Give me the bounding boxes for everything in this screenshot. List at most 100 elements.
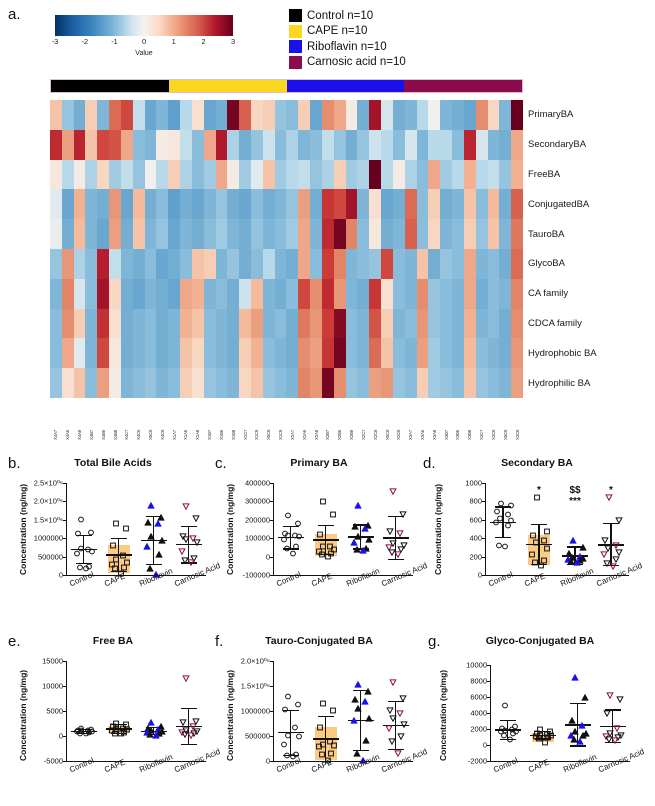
heatmap-cell [428,278,441,309]
data-point [399,689,407,707]
heatmap-cell [321,338,334,369]
legend-item-1: CAPE n=10 [289,24,406,40]
heatmap-cell [215,248,228,279]
data-point [190,549,198,567]
heatmap-cell [404,219,417,249]
data-point [364,682,372,700]
data-point [146,559,154,577]
heatmap-cell [440,368,453,398]
heatmap-cell [416,189,429,220]
y-tick-mark [487,729,490,730]
heatmap-cell [333,189,346,220]
heatmap-cell [345,368,358,398]
plot-d: d. Secondary BA Concentration (ng/mg) 0 200 4… [423,455,651,605]
data-point [324,751,331,769]
heatmap-cell [463,129,476,160]
heatmap-cell [97,338,110,369]
heatmap-cell [499,368,512,398]
plot-title: Tauro-Conjugated BA [265,635,373,647]
heatmap-cell [132,129,145,160]
heatmap-cell [428,248,441,279]
heatmap-cell [381,278,393,309]
data-point [385,719,393,737]
heatmap-cell [345,308,358,339]
heatmap-cell [85,368,98,398]
heatmap-cell [168,338,181,369]
y-axis-label: Concentration (ng/mg) [225,483,235,575]
y-axis-line [66,661,68,761]
data-point [143,513,152,531]
panel-letter-g: g. [428,633,441,650]
heatmap-cell [168,159,181,190]
heatmap-cell [50,129,62,160]
data-point [117,724,124,742]
error-bar-cap [495,506,511,508]
colorbar-tick: 3 [231,37,235,46]
heatmap-cell [73,219,86,249]
heatmap-column-label: X3C8 [514,429,520,440]
heatmap-column-label: X5C8 [384,429,390,440]
legend-item-2: Riboflavin n=10 [289,39,406,55]
heatmap-cell [357,129,370,160]
error-bar-cap [604,709,621,711]
data-point [388,534,397,552]
heatmap-cell [191,189,204,220]
error-bar-cap [531,524,547,526]
significance-marker: * [609,485,613,496]
heatmap-cell [191,338,204,369]
heatmap-cell [203,189,216,220]
colorbar-title: Value [135,50,153,57]
heatmap-cell [333,368,346,398]
data-point [385,522,394,540]
mean-line [598,544,624,546]
heatmap-cell [61,248,74,279]
data-point [365,709,373,727]
y-tick-mark [487,665,490,666]
data-point [388,709,397,727]
heatmap-cell [416,100,429,130]
heatmap-cell [262,338,275,369]
heatmap-cell [310,129,322,160]
error-bar-cap [387,516,404,518]
heatmap-cell [262,159,275,190]
mean-line [105,728,132,730]
heatmap-cell [487,368,500,398]
y-tick-label: 8000 [470,676,487,686]
heatmap-cell [428,189,441,220]
y-tick-label: 100000 [244,533,270,543]
y-axis-label: Concentration (ng/mg) [18,483,28,575]
heatmap-column-label: X2A6 [301,430,307,440]
data-point [152,726,160,744]
heatmap-cell [369,368,382,398]
plot-axes: -100000 0 100000 200000 300000 400000 Control C… [242,479,428,589]
heatmap-cell [452,338,464,369]
heatmap-cell [392,248,405,279]
heatmap-cell [262,100,275,130]
data-point [289,747,296,765]
heatmap-cell [191,278,204,309]
heatmap-cell [262,219,275,249]
data-point [73,544,80,562]
data-point [353,527,362,545]
data-point [567,552,575,570]
heatmap-column-label: X4C6 [136,429,142,440]
heatmap-cell [286,189,299,220]
data-point [502,537,509,555]
heatmap-cell [321,189,334,220]
data-point [146,725,154,743]
heatmap-cell [499,219,512,249]
heatmap-cell [440,100,453,130]
y-tick-label: 400000 [244,478,270,488]
heatmap-cell [180,368,192,398]
y-tick-label: 400 [469,533,482,543]
y-tick-mark [63,483,66,484]
heatmap-cell [381,368,393,398]
heatmap-column-label: X2C7 [360,429,366,440]
colorbar-gradient [55,15,233,36]
mean-line [347,720,374,722]
x-axis-line [490,761,630,763]
data-point [295,514,302,532]
heatmap-cell [85,129,98,160]
heatmap-cell [251,129,263,160]
data-point [292,718,299,736]
